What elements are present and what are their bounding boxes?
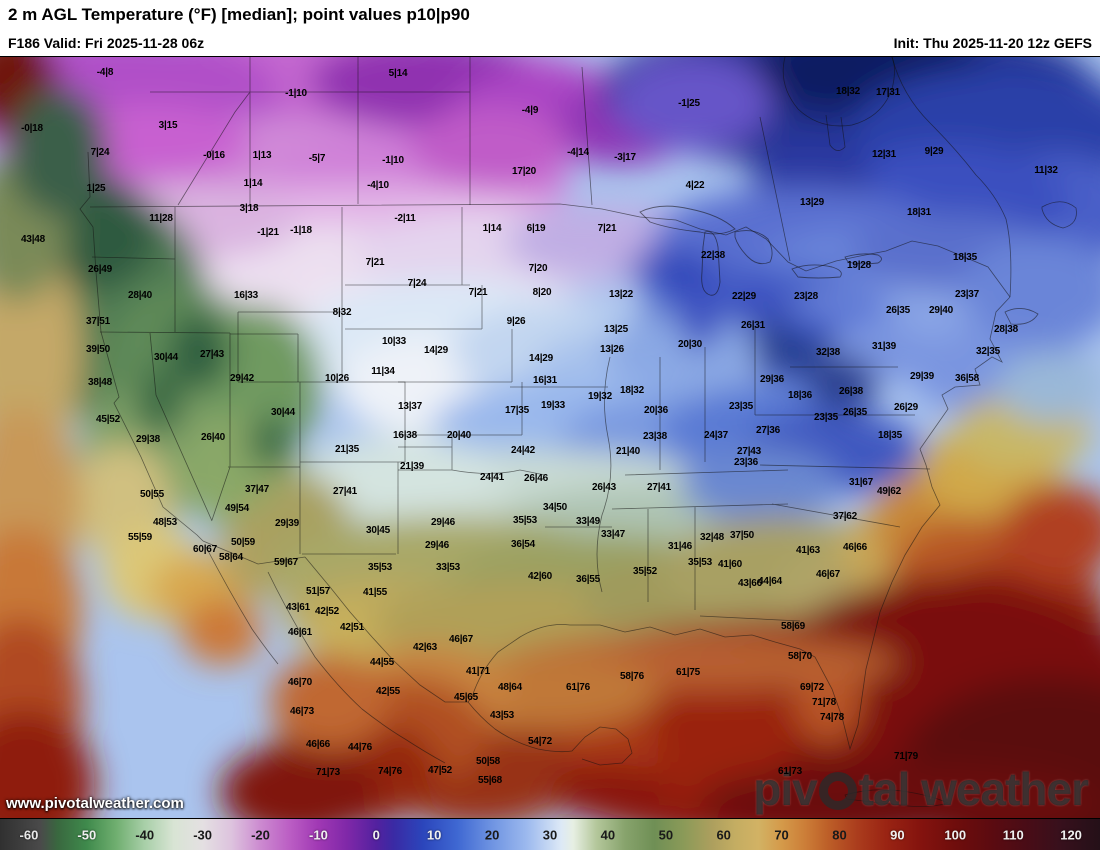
logo-ring-icon [818,772,857,810]
colorbar-tick-label: 90 [890,827,905,842]
colorbar-tick-label: 110 [1002,827,1024,842]
init-time-label: Init: Thu 2025-11-20 12z GEFS [893,35,1092,51]
colorbar-tick-label: 120 [1060,827,1082,842]
colorbar-tick-label: -20 [251,827,270,842]
colorbar-tick-label: 60 [716,827,731,842]
colorbar-tick-label: -40 [135,827,155,842]
title-bar: 2 m AGL Temperature (°F) [median]; point… [0,0,1100,30]
logo-text-left: piv [753,763,817,815]
colorbar-tick-label: 80 [832,827,847,842]
colorbar-tick-label: 70 [774,827,789,842]
temperature-field [0,57,1100,818]
boundaries-overlay [79,57,1077,807]
watermark-url[interactable]: www.pivotalweather.com [6,795,184,812]
logo-text-right: tal weather [858,763,1089,815]
colorbar: -60 -50 -40 -30 -20 -10 0 10 20 30 40 50 60 70 80 90 100… [0,818,1100,850]
colorbar-tick-label: 40 [600,827,616,842]
colorbar-tick-label: 0 [372,827,380,842]
map-area[interactable]: www.pivotalweather.com piv tal weather -… [0,57,1100,818]
pivotal-weather-logo: piv tal weather [753,762,1089,816]
colorbar-tick-label: 100 [944,827,967,842]
colorbar-tick-label: 10 [426,827,442,842]
info-bar: F186 Valid: Fri 2025-11-28 06z Init: Thu… [0,30,1100,57]
colorbar-tick-label: -60 [19,827,39,842]
page-title: 2 m AGL Temperature (°F) [median]; point… [8,5,470,24]
colorbar-tick-label: -30 [193,827,213,842]
valid-time-label: F186 Valid: Fri 2025-11-28 06z [8,35,205,51]
colorbar-tick-label: -10 [309,827,328,842]
colorbar-tick-label: 50 [658,827,674,842]
colorbar-tick-label: 30 [542,827,558,842]
colorbar-tick-label: 20 [484,827,500,842]
colorbar-tick-label: -50 [77,827,97,842]
